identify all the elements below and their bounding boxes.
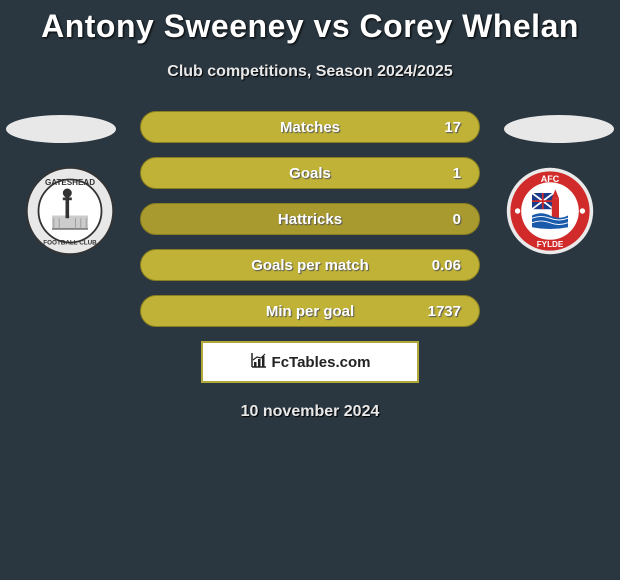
stat-row-goals-per-match: Goals per match 0.06 bbox=[140, 249, 480, 281]
club-logo-right: AFC FYLDE bbox=[505, 166, 595, 256]
branding-box[interactable]: FcTables.com bbox=[201, 341, 419, 383]
stat-value: 0.06 bbox=[432, 250, 461, 281]
stat-value: 0 bbox=[453, 204, 461, 235]
svg-text:AFC: AFC bbox=[541, 174, 560, 184]
svg-text:FYLDE: FYLDE bbox=[537, 240, 564, 249]
player-flag-right bbox=[504, 115, 614, 143]
stat-label: Matches bbox=[141, 112, 479, 143]
stat-value: 17 bbox=[444, 112, 461, 143]
stat-row-hattricks: Hattricks 0 bbox=[140, 203, 480, 235]
stat-row-matches: Matches 17 bbox=[140, 111, 480, 143]
afc-fylde-badge-icon: AFC FYLDE bbox=[505, 166, 595, 256]
stat-label: Goals bbox=[141, 158, 479, 189]
stat-list: Matches 17 Goals 1 Hattricks 0 Goals per… bbox=[140, 111, 480, 327]
player-flag-left bbox=[6, 115, 116, 143]
stat-label: Hattricks bbox=[141, 204, 479, 235]
stat-value: 1737 bbox=[428, 296, 461, 327]
stat-value: 1 bbox=[453, 158, 461, 189]
gateshead-badge-icon: GATESHEAD FOOTBALL CLUB bbox=[25, 166, 115, 256]
chart-icon bbox=[250, 351, 268, 374]
stat-row-min-per-goal: Min per goal 1737 bbox=[140, 295, 480, 327]
club-logo-left: GATESHEAD FOOTBALL CLUB bbox=[25, 166, 115, 256]
date-line: 10 november 2024 bbox=[0, 403, 620, 421]
branding-text: FcTables.com bbox=[272, 354, 371, 371]
svg-text:GATESHEAD: GATESHEAD bbox=[45, 178, 95, 187]
stat-row-goals: Goals 1 bbox=[140, 157, 480, 189]
svg-text:FOOTBALL CLUB: FOOTBALL CLUB bbox=[43, 239, 97, 246]
page-title: Antony Sweeney vs Corey Whelan bbox=[0, 0, 620, 45]
content-area: GATESHEAD FOOTBALL CLUB AFC FYLDE bbox=[0, 111, 620, 421]
stat-label: Goals per match bbox=[141, 250, 479, 281]
page-subtitle: Club competitions, Season 2024/2025 bbox=[0, 63, 620, 81]
